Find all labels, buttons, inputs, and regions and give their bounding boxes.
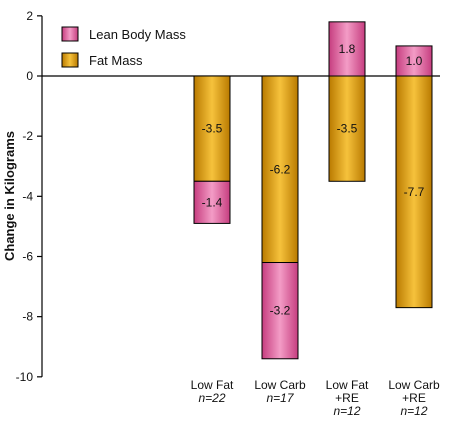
data-label: -3.5	[202, 122, 223, 136]
y-tick-label: 2	[26, 9, 33, 23]
bar-fat-mass	[328, 75, 366, 182]
x-category-label: +RE	[402, 391, 426, 405]
x-category-n: n=22	[198, 391, 225, 405]
x-category-label: Low Carb	[388, 378, 440, 392]
y-tick-label: -10	[16, 370, 34, 384]
y-tick-label: -8	[22, 310, 33, 324]
y-tick-label: -6	[22, 249, 33, 263]
x-category-label: Low Fat	[326, 378, 369, 392]
legend-swatch-fat	[61, 52, 79, 68]
data-label: 1.8	[339, 42, 356, 56]
x-category-n: n=17	[266, 391, 294, 405]
y-tick-label: -4	[22, 189, 33, 203]
x-category-label: Low Carb	[254, 378, 306, 392]
x-category-label: +RE	[335, 391, 359, 405]
data-label: -3.5	[337, 122, 358, 136]
bar-lean-body-mass	[261, 262, 299, 360]
y-tick-label: 0	[26, 69, 33, 83]
data-label: -6.2	[270, 162, 291, 176]
axes: 2 0 -2 -4 -6 -8 -10	[16, 9, 440, 384]
bar-fat-mass	[395, 75, 433, 309]
data-label: -3.2	[270, 304, 291, 318]
data-label: -1.4	[202, 195, 223, 209]
bar-fat-mass	[261, 75, 299, 264]
x-category-n: n=12	[400, 404, 427, 418]
bar-lean-body-mass	[193, 180, 231, 224]
bar-lean-body-mass	[328, 21, 366, 77]
bar-fat-mass	[193, 75, 231, 182]
data-label: -7.7	[404, 185, 425, 199]
legend-label: Lean Body Mass	[89, 27, 186, 42]
x-category-label: Low Fat	[191, 378, 234, 392]
legend-label: Fat Mass	[89, 53, 143, 68]
legend-swatch-lean	[61, 26, 79, 42]
bar-lean-body-mass	[395, 45, 433, 77]
x-category-n: n=12	[333, 404, 360, 418]
y-axis-label: Change in Kilograms	[2, 131, 17, 261]
data-label: 1.0	[406, 54, 423, 68]
legend: Lean Body Mass Fat Mass	[61, 26, 186, 68]
y-tick-label: -2	[22, 129, 33, 143]
